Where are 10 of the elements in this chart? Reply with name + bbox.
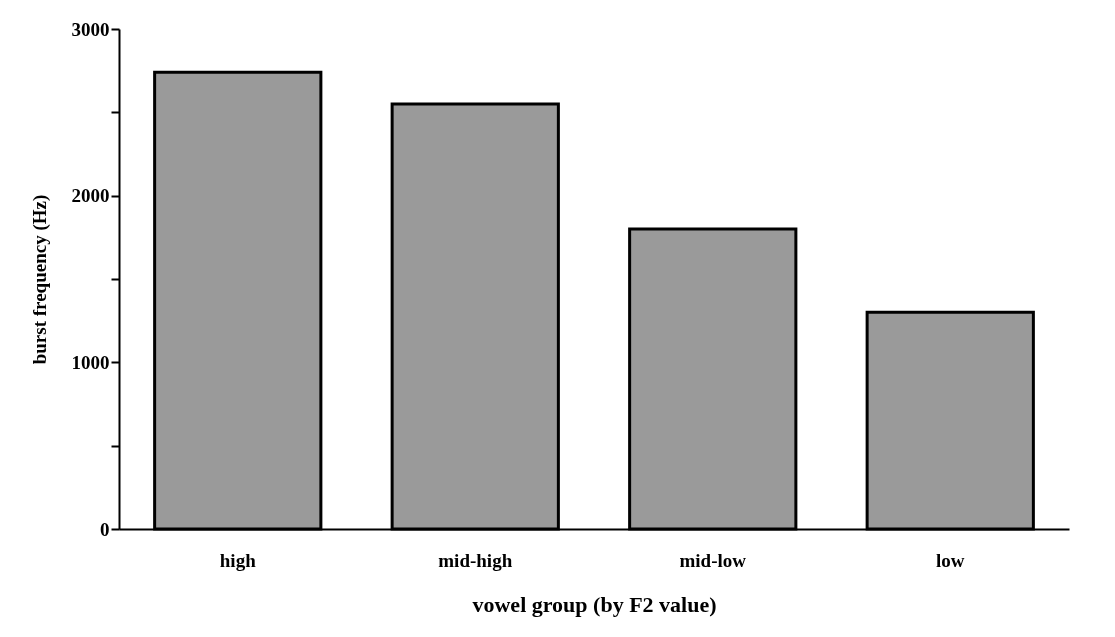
y-tick-label: 0 (100, 518, 110, 540)
x-tick-label: low (936, 549, 965, 571)
x-tick-label: high (219, 549, 257, 571)
y-tick-label: 1000 (71, 351, 110, 373)
x-axis-title: vowel group (by F2 value) (472, 591, 717, 617)
x-tick-label: mid-low (679, 549, 747, 571)
y-axis-title: burst frequency (Hz) (28, 194, 51, 365)
y-tick-label: 2000 (71, 185, 110, 207)
x-tick-label: mid-high (438, 549, 513, 571)
y-tick-label: 3000 (71, 18, 110, 40)
